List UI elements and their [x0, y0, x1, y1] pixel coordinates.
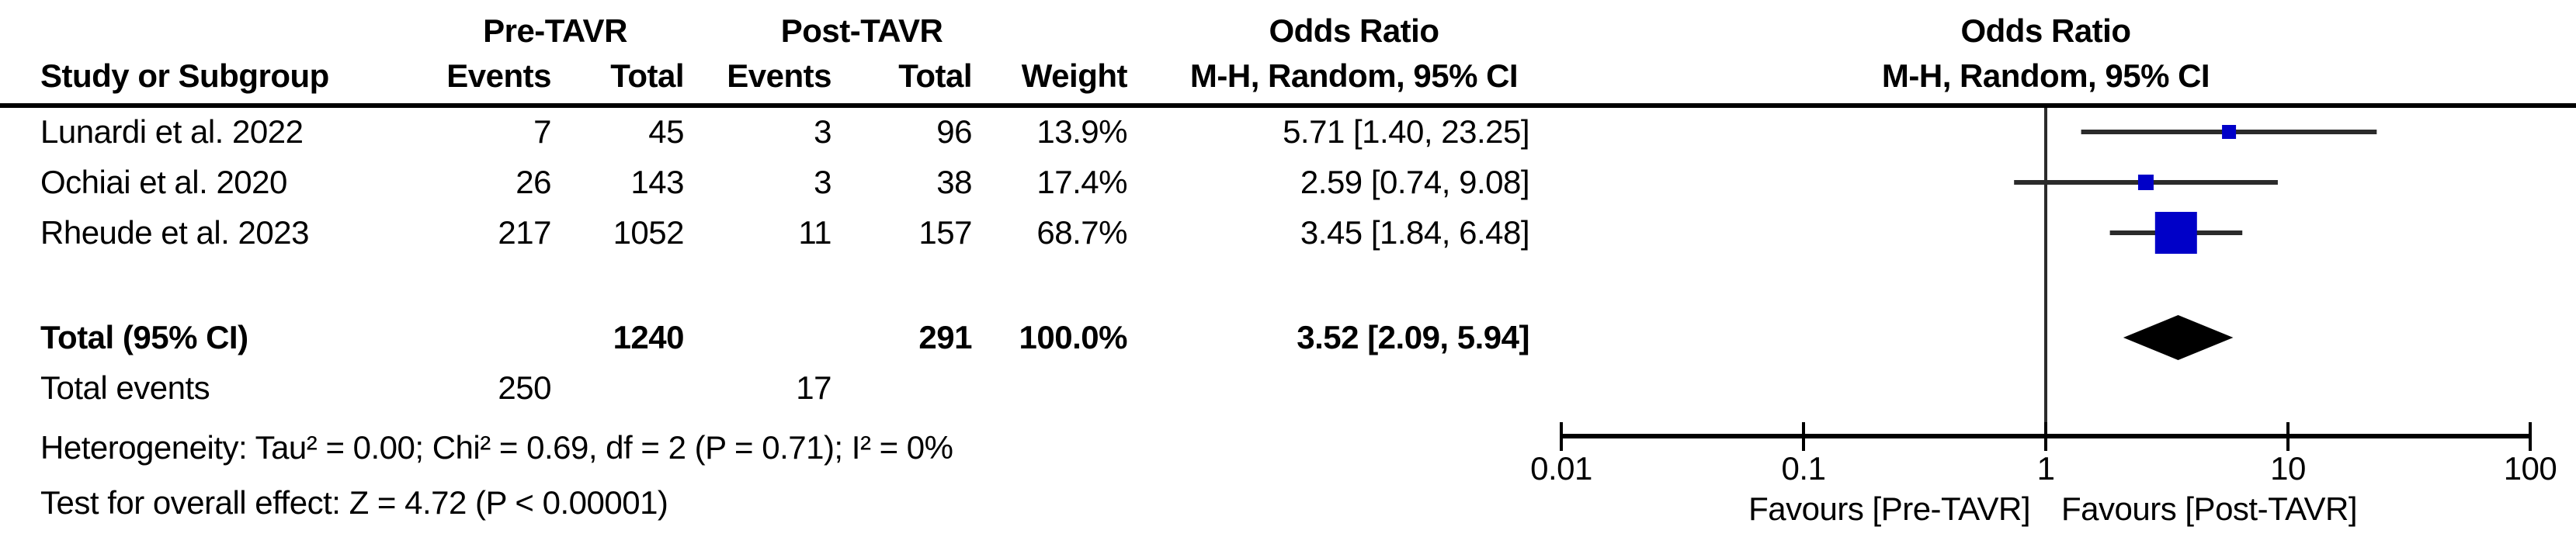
axis-tick-label: 100: [2504, 450, 2557, 487]
total-diamond: [2123, 315, 2234, 360]
axis-tick-label: 0.1: [1782, 450, 1826, 487]
total-or-ci-value: 3.52 [2.09, 5.94]: [1297, 319, 1529, 355]
column-header-weight: Weight: [1021, 57, 1128, 94]
post-total-value: 38: [936, 164, 972, 200]
study-name: Ochiai et al. 2020: [40, 164, 287, 200]
total-events-pre-value: 250: [498, 369, 551, 406]
favours-left-label: Favours [Pre-TAVR]: [1748, 490, 2030, 527]
pre-events-value: 217: [498, 214, 551, 251]
study-name: Rheude et al. 2023: [40, 214, 309, 251]
column-header-total-post: Total: [898, 57, 972, 94]
post-total-value: 96: [936, 113, 972, 150]
total-events-post-value: 17: [796, 369, 831, 406]
method-header-left: M-H, Random, 95% CI: [1189, 57, 1519, 94]
pre-events-value: 7: [533, 113, 551, 150]
header-separator-line: [0, 103, 2576, 108]
axis-tick-label: 10: [2270, 450, 2306, 487]
or-ci-value: 3.45 [1.84, 6.48]: [1300, 214, 1530, 251]
pre-total-value: 1052: [613, 214, 685, 251]
weight-value: 17.4%: [1036, 164, 1127, 200]
total-post-value: 291: [918, 319, 972, 355]
total-row-label: Total (95% CI): [40, 319, 248, 355]
overall-effect-line: Test for overall effect: Z = 4.72 (P < 0…: [40, 484, 668, 521]
heterogeneity-line: Heterogeneity: Tau² = 0.00; Chi² = 0.69,…: [40, 429, 953, 466]
total-weight-value: 100.0%: [1019, 319, 1128, 355]
weight-value: 68.7%: [1036, 214, 1127, 251]
post-events-value: 3: [814, 113, 831, 150]
odds-ratio-header-right: Odds Ratio: [1960, 12, 2131, 49]
weight-value: 13.9%: [1036, 113, 1127, 150]
study-or-marker: [2137, 175, 2154, 190]
pre-events-value: 26: [516, 164, 551, 200]
post-total-value: 157: [918, 214, 972, 251]
axis-tick-label: 1: [2037, 450, 2055, 487]
or-ci-value: 2.59 [0.74, 9.08]: [1300, 164, 1530, 200]
total-events-label: Total events: [40, 369, 210, 406]
study-name: Lunardi et al. 2022: [40, 113, 304, 150]
column-header-events-pre: Events: [446, 57, 551, 94]
method-header-right: M-H, Random, 95% CI: [1881, 57, 2210, 94]
pre-total-value: 45: [648, 113, 684, 150]
post-events-value: 3: [814, 164, 831, 200]
pre-total-value: 143: [630, 164, 684, 200]
axis-tick-label: 0.01: [1530, 450, 1592, 487]
group-header-pre-tavr: Pre-TAVR: [483, 12, 627, 49]
study-or-marker: [2222, 125, 2237, 139]
post-events-value: 11: [798, 214, 831, 251]
favours-right-label: Favours [Post-TAVR]: [2061, 490, 2358, 527]
column-header-total-pre: Total: [610, 57, 684, 94]
odds-ratio-header-left: Odds Ratio: [1269, 12, 1439, 49]
or-ci-value: 5.71 [1.40, 23.25]: [1283, 113, 1529, 150]
study-or-marker: [2154, 212, 2197, 254]
column-header-events-post: Events: [727, 57, 831, 94]
group-header-post-tavr: Post-TAVR: [780, 12, 943, 49]
total-pre-value: 1240: [613, 319, 685, 355]
column-header-study: Study or Subgroup: [40, 57, 329, 94]
